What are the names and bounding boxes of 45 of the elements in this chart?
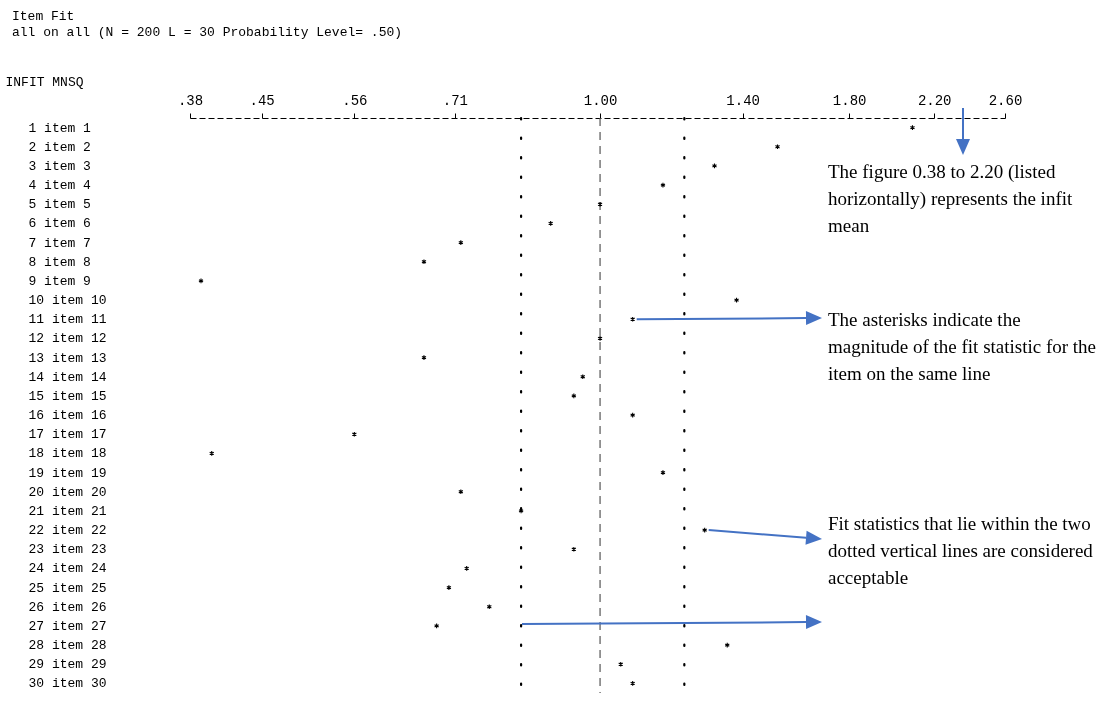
x-axis-title: INFIT MNSQ bbox=[5, 74, 84, 90]
y-tick-label: 9 item 9 bbox=[28, 273, 91, 289]
text: Item Fit bbox=[12, 9, 75, 24]
y-tick-label: 7 item 7 bbox=[28, 235, 91, 251]
x-tick-label: 1.80 bbox=[832, 92, 867, 109]
x-tick-label: 1.00 bbox=[583, 92, 618, 109]
x-tick-label: .71 bbox=[442, 92, 469, 109]
annotation: The figure 0.38 to 2.20 (listed horizontally) represents the infit mean bbox=[828, 160, 1074, 238]
y-tick-label: 25 item 25 bbox=[28, 580, 107, 596]
y-tick-label: 8 item 8 bbox=[28, 254, 91, 270]
y-tick-label: 2 item 2 bbox=[28, 139, 91, 155]
x-tick-label: 2.20 bbox=[917, 92, 952, 109]
y-tick-label: 27 item 27 bbox=[28, 618, 107, 634]
y-tick-label: 4 item 4 bbox=[28, 178, 92, 194]
x-tick-label: 2.60 bbox=[988, 92, 1023, 109]
y-tick-label: 24 item 24 bbox=[28, 561, 107, 577]
y-tick-label: 18 item 18 bbox=[28, 446, 107, 462]
x-tick-label: 1.40 bbox=[726, 92, 760, 109]
y-tick-label: 17 item 17 bbox=[28, 427, 107, 443]
y-tick-label: 6 item 6 bbox=[28, 216, 91, 232]
y-tick-label: 19 item 19 bbox=[28, 465, 107, 481]
y-tick-label: 12 item 12 bbox=[28, 331, 107, 347]
y-tick-label: 23 item 23 bbox=[28, 542, 107, 558]
y-tick-label: 16 item 16 bbox=[28, 408, 107, 424]
y-tick-label: 14 item 14 bbox=[28, 369, 107, 385]
x-tick-label: .38 bbox=[177, 92, 204, 109]
annotation: The asterisks indicate the magnitude of the fit statistic for the item on the same line bbox=[828, 308, 1098, 386]
y-tick-label: 15 item 15 bbox=[28, 388, 107, 404]
y-tick-label: 26 item 26 bbox=[28, 599, 107, 615]
y-tick-label: 11 item 11 bbox=[28, 312, 107, 328]
y-tick-label: 21 item 21 bbox=[28, 503, 107, 519]
y-tick-label: 28 item 28 bbox=[28, 638, 107, 654]
annotation: Fit statistics that lie within the two dotted vertical lines are considered acceptable bbox=[828, 512, 1094, 590]
y-tick-label: 22 item 22 bbox=[28, 523, 107, 539]
y-tick-label: 3 item 3 bbox=[28, 158, 91, 174]
y-tick-label: 30 item 30 bbox=[28, 676, 107, 692]
y-tick-label: 20 item 20 bbox=[28, 484, 107, 500]
x-tick-label: .45 bbox=[249, 92, 275, 109]
x-tick-label: .56 bbox=[342, 92, 368, 109]
y-tick-label: 10 item 10 bbox=[28, 293, 107, 309]
y-tick-label: 29 item 29 bbox=[28, 657, 107, 673]
y-tick-label: 13 item 13 bbox=[28, 350, 107, 366]
y-tick-label: 1 item 1 bbox=[28, 120, 92, 136]
y-tick-label: 5 item 5 bbox=[28, 197, 91, 213]
chart-subtitle: all on all (N = 200 L = 30 Probability Level= .50) bbox=[12, 25, 403, 40]
